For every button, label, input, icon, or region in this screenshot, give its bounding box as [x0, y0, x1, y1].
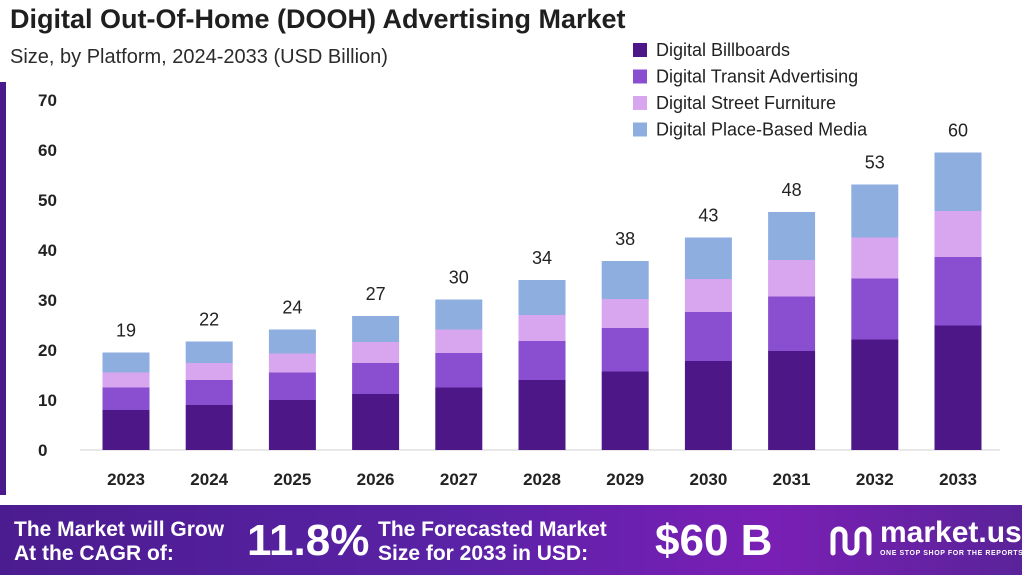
bar-segment-digital-place-based-media: [851, 184, 899, 238]
bar-segment-digital-transit-advertising: [102, 387, 150, 410]
data-label-total: 53: [865, 153, 885, 173]
x-tick-label: 2029: [606, 470, 644, 489]
bar-segment-digital-place-based-media: [352, 316, 400, 342]
bar-segment-digital-place-based-media: [601, 261, 649, 299]
x-tick-label: 2024: [190, 470, 228, 489]
bar-segment-digital-place-based-media: [268, 329, 316, 354]
bar-segment-digital-transit-advertising: [851, 278, 899, 340]
bar-segment-digital-transit-advertising: [352, 363, 400, 394]
bar-segment-digital-street-furniture: [518, 315, 566, 341]
data-label-total: 27: [366, 284, 386, 304]
data-label-total: 43: [698, 206, 718, 226]
data-label-total: 48: [782, 180, 802, 200]
x-tick-label: 2033: [939, 470, 977, 489]
bar-segment-digital-street-furniture: [102, 372, 150, 388]
bar-segment-digital-street-furniture: [352, 342, 400, 363]
forecast-value: $60 B: [655, 516, 773, 565]
data-label-total: 60: [948, 121, 968, 141]
bar-segment-digital-transit-advertising: [518, 341, 566, 380]
bar-segment-digital-street-furniture: [934, 211, 982, 257]
bar-segment-digital-place-based-media: [934, 152, 982, 211]
bar-segment-digital-transit-advertising: [934, 257, 982, 326]
y-tick-label: 40: [38, 241, 57, 260]
bar-segment-digital-place-based-media: [435, 299, 483, 330]
bar-segment-digital-transit-advertising: [601, 328, 649, 372]
forecast-text-line1: The Forecasted Market: [378, 518, 607, 541]
bar-segment-digital-street-furniture: [268, 353, 316, 373]
x-tick-label: 2023: [107, 470, 145, 489]
bar-segment-digital-place-based-media: [768, 212, 816, 260]
bar-segment-digital-billboards: [102, 410, 150, 450]
growth-text-line2: At the CAGR of:: [14, 542, 174, 565]
legend-label: Digital Transit Advertising: [656, 67, 858, 87]
bar-segment-digital-place-based-media: [684, 237, 732, 279]
data-label-total: 34: [532, 248, 552, 268]
bar-segment-digital-billboards: [768, 351, 816, 450]
bar-segment-digital-billboards: [934, 325, 982, 450]
legend-label: Digital Billboards: [656, 40, 790, 60]
x-tick-label: 2032: [856, 470, 894, 489]
bar-segment-digital-transit-advertising: [435, 353, 483, 388]
bar-segment-digital-place-based-media: [102, 352, 150, 373]
y-tick-label: 10: [38, 391, 57, 410]
bar-segment-digital-transit-advertising: [684, 312, 732, 361]
cagr-value: 11.8%: [247, 516, 370, 565]
chart-title: Digital Out-Of-Home (DOOH) Advertising M…: [10, 4, 626, 34]
bar-segment-digital-billboards: [851, 339, 899, 450]
brand-name: market.us: [880, 516, 1022, 549]
x-tick-label: 2028: [523, 470, 561, 489]
bar-segment-digital-place-based-media: [185, 341, 233, 363]
bar-segment-digital-billboards: [435, 387, 483, 450]
bar-segment-digital-billboards: [601, 371, 649, 450]
data-label-total: 19: [116, 321, 136, 341]
bar-segment-digital-street-furniture: [768, 260, 816, 297]
bar-segment-digital-place-based-media: [518, 280, 566, 315]
footer-banner: The Market will Grow At the CAGR of: 11.…: [0, 505, 1022, 575]
chart-subtitle: Size, by Platform, 2024-2033 (USD Billio…: [10, 46, 388, 68]
stacked-bar-chart: 0102030405060701920232220242420252720263…: [38, 40, 1000, 489]
bar-segment-digital-street-furniture: [851, 237, 899, 279]
legend-swatch: [633, 69, 647, 84]
bar-segment-digital-billboards: [268, 400, 316, 450]
bar-segment-digital-transit-advertising: [268, 372, 316, 400]
x-tick-label: 2030: [689, 470, 727, 489]
bar-segment-digital-transit-advertising: [185, 380, 233, 405]
data-label-total: 30: [449, 268, 469, 288]
x-tick-label: 2026: [357, 470, 395, 489]
legend-label: Digital Street Furniture: [656, 93, 836, 113]
legend-swatch: [633, 43, 647, 57]
brand-tagline: ONE STOP SHOP FOR THE REPORTS: [880, 550, 1022, 557]
bar-segment-digital-billboards: [352, 394, 400, 450]
bar-segment-digital-street-furniture: [601, 299, 649, 328]
bar-segment-digital-billboards: [518, 380, 566, 450]
bar-segment-digital-street-furniture: [684, 279, 732, 312]
data-label-total: 38: [615, 229, 635, 249]
x-tick-label: 2031: [773, 470, 811, 489]
y-tick-label: 0: [38, 441, 47, 460]
bar-segment-digital-street-furniture: [435, 329, 483, 353]
x-tick-label: 2027: [440, 470, 478, 489]
bar-segment-digital-billboards: [185, 405, 233, 450]
growth-text-line1: The Market will Grow: [14, 518, 225, 541]
legend-label: Digital Place-Based Media: [656, 120, 868, 140]
bar-segment-digital-transit-advertising: [768, 296, 816, 351]
forecast-text-line2: Size for 2033 in USD:: [378, 542, 589, 565]
bar-segment-digital-street-furniture: [185, 363, 233, 380]
legend-swatch: [633, 122, 647, 137]
y-tick-label: 60: [38, 141, 57, 160]
bar-segment-digital-billboards: [684, 361, 732, 450]
legend-swatch: [633, 96, 647, 110]
x-tick-label: 2025: [273, 470, 311, 489]
y-tick-label: 30: [38, 291, 57, 310]
market-us-logo-icon: [830, 526, 872, 556]
y-tick-label: 50: [38, 191, 57, 210]
y-tick-label: 70: [38, 91, 57, 110]
data-label-total: 22: [199, 310, 219, 330]
accent-bar: [0, 82, 6, 495]
data-label-total: 24: [282, 298, 302, 318]
y-tick-label: 20: [38, 341, 57, 360]
